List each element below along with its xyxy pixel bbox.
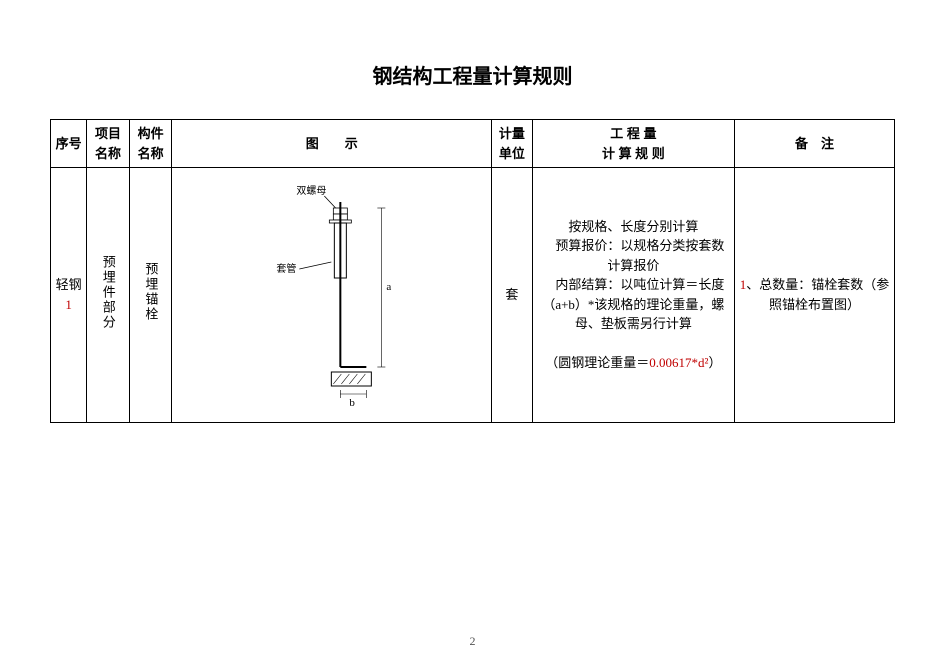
rule-p2: 预算报价：以规格分类按套数计算报价 — [537, 236, 730, 275]
cell-project: 预埋件部分 — [87, 168, 130, 423]
hdr-figure: 图 示 — [172, 120, 492, 168]
seq-label: 轻钢 — [56, 277, 82, 292]
rule-p1: 按规格、长度分别计算 — [537, 217, 730, 237]
project-name: 预埋件部分 — [98, 255, 118, 330]
formula-suffix: ） — [708, 355, 721, 370]
formula-prefix: （圆钢理论重量＝ — [545, 355, 649, 370]
formula-body: 0.00617*d² — [649, 355, 708, 370]
rule-formula: （圆钢理论重量＝0.00617*d²） — [537, 353, 730, 373]
page-title: 钢结构工程量计算规则 — [50, 60, 895, 89]
cell-seq: 轻钢 1 — [51, 168, 87, 423]
anchor-bolt-diagram: 双螺母 套管 — [176, 172, 487, 412]
component-name: 预埋锚栓 — [141, 262, 161, 322]
fig-dim-b: b — [350, 397, 356, 409]
note-text: 、总数量：锚栓套数（参照锚栓布置图） — [746, 277, 889, 312]
seq-number: 1 — [55, 295, 82, 315]
hdr-project: 项目名称 — [87, 120, 130, 168]
table-row: 轻钢 1 预埋件部分 预埋锚栓 双螺母 — [51, 168, 895, 423]
fig-label-side: 套管 — [277, 262, 297, 275]
cell-component: 预埋锚栓 — [129, 168, 172, 423]
rule-p3: 内部结算：以吨位计算＝长度（a+b）*该规格的理论重量，螺母、垫板需另行计算 — [537, 275, 730, 334]
hdr-seq: 序号 — [51, 120, 87, 168]
cell-note: 1、总数量：锚栓套数（参照锚栓布置图） — [735, 168, 895, 423]
hdr-unit: 计量单位 — [492, 120, 532, 168]
table-header-row: 序号 项目名称 构件名称 图 示 计量单位 工 程 量 计 算 规 则 备 注 — [51, 120, 895, 168]
hdr-rule: 工 程 量 计 算 规 则 — [532, 120, 734, 168]
fig-dim-a: a — [387, 281, 392, 293]
cell-rule: 按规格、长度分别计算 预算报价：以规格分类按套数计算报价 内部结算：以吨位计算＝… — [532, 168, 734, 423]
hdr-rule-l1: 工 程 量 — [610, 126, 656, 141]
hdr-component: 构件名称 — [129, 120, 172, 168]
cell-unit: 套 — [492, 168, 532, 423]
hdr-note: 备 注 — [735, 120, 895, 168]
rules-table: 序号 项目名称 构件名称 图 示 计量单位 工 程 量 计 算 规 则 备 注 … — [50, 119, 895, 423]
hdr-rule-l2: 计 算 规 则 — [602, 146, 665, 161]
page-number: 2 — [0, 634, 945, 649]
cell-figure: 双螺母 套管 — [172, 168, 492, 423]
fig-label-top: 双螺母 — [297, 185, 327, 197]
